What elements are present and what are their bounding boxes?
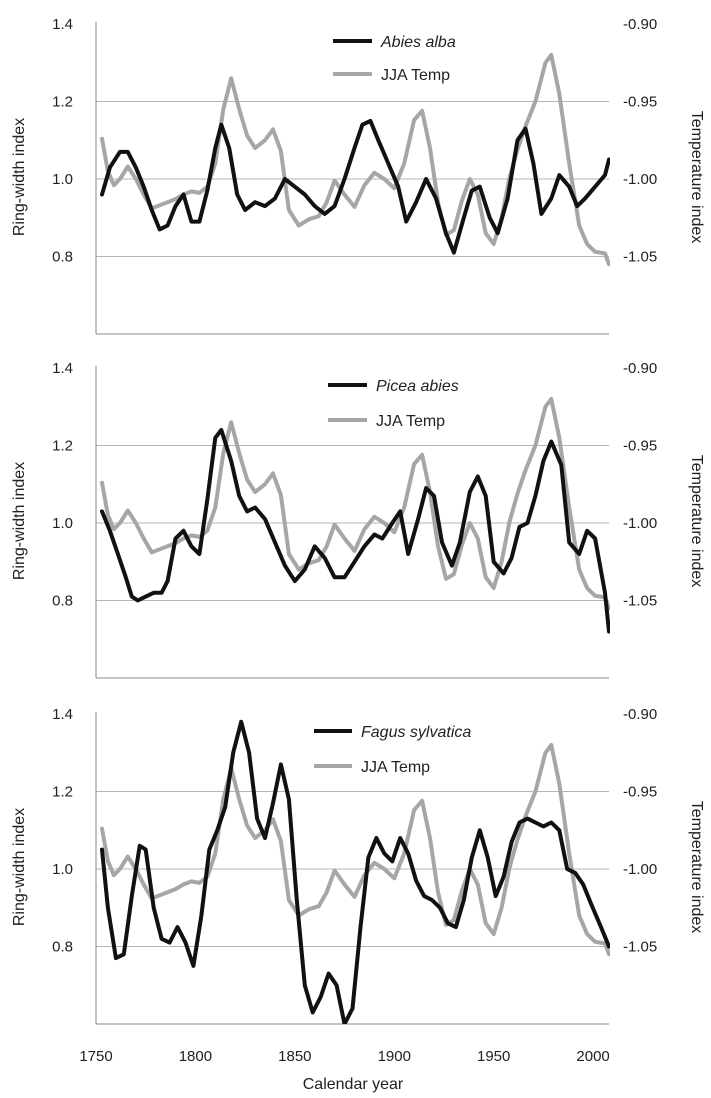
ring-width-series-line (100, 118, 610, 255)
y-right-tick-label: -0.95 (623, 438, 657, 455)
x-tick-label: 1950 (477, 1048, 510, 1065)
y-right-tick-label: -0.95 (623, 94, 657, 111)
temperature-series-line (100, 743, 610, 957)
x-axis-title: Calendar year (303, 1076, 404, 1093)
legend: Picea abies JJA Temp (328, 378, 459, 430)
chart-panel-2: 0.8 1.0 1.2 1.4 -1.05 -1.00 -0.95 -0.90 Ring-wid… (11, 360, 705, 679)
y-tick-label: 0.8 (52, 249, 73, 266)
y-right-axis-title: Temperature index (688, 455, 705, 588)
ring-width-series-line (100, 719, 610, 1024)
temperature-series-line (100, 397, 610, 611)
x-tick-label: 1750 (79, 1048, 112, 1065)
y-axis-title: Ring-width index (11, 118, 28, 236)
legend: Fagus sylvatica JJA Temp (314, 724, 471, 776)
y-tick-label: 0.8 (52, 593, 73, 610)
y-right-tick-label: -0.90 (623, 360, 657, 377)
y-right-tick-label: -1.00 (623, 861, 657, 878)
y-axis-title: Ring-width index (11, 808, 28, 926)
y-tick-label: 1.2 (52, 94, 73, 111)
y-right-axis-title: Temperature index (688, 801, 705, 934)
y-right-tick-label: -1.00 (623, 515, 657, 532)
y-right-tick-label: -1.05 (623, 939, 657, 956)
y-tick-label: 1.4 (52, 706, 73, 723)
legend-label: JJA Temp (381, 67, 450, 84)
legend-label: JJA Temp (361, 759, 430, 776)
x-tick-label: 1850 (278, 1048, 311, 1065)
y-right-tick-label: -1.00 (623, 171, 657, 188)
y-tick-label: 1.2 (52, 784, 73, 801)
chart-panels: 0.8 1.0 1.2 1.4 -1.05 -1.00 -0.95 -0.90 Ring-wid… (11, 16, 705, 1025)
y-tick-label: 1.0 (52, 861, 73, 878)
x-tick-label: 2000 (576, 1048, 609, 1065)
chart-panel-1: 0.8 1.0 1.2 1.4 -1.05 -1.00 -0.95 -0.90 Ring-wid… (11, 16, 705, 335)
y-tick-label: 1.0 (52, 171, 73, 188)
y-right-tick-label: -0.95 (623, 784, 657, 801)
y-tick-label: 1.2 (52, 438, 73, 455)
y-tick-label: 1.4 (52, 16, 73, 33)
legend-label: Fagus sylvatica (361, 724, 471, 741)
y-right-tick-label: -1.05 (623, 593, 657, 610)
x-tick-label: 1800 (179, 1048, 212, 1065)
legend-label: JJA Temp (376, 413, 445, 430)
y-axis-title: Ring-width index (11, 462, 28, 580)
x-axis-tick-labels: 1750 1800 1850 1900 1950 2000 (79, 1048, 609, 1065)
y-right-tick-label: -0.90 (623, 706, 657, 723)
ring-width-series-line (100, 428, 610, 634)
x-tick-label: 1900 (378, 1048, 411, 1065)
legend-label: Picea abies (376, 378, 459, 395)
chart-panel-3: 0.8 1.0 1.2 1.4 -1.05 -1.00 -0.95 -0.90 Ring-wid… (11, 706, 705, 1025)
y-right-tick-label: -1.05 (623, 249, 657, 266)
y-right-tick-label: -0.90 (623, 16, 657, 33)
y-tick-label: 0.8 (52, 939, 73, 956)
y-tick-label: 1.4 (52, 360, 73, 377)
y-tick-label: 1.0 (52, 515, 73, 532)
legend-label: Abies alba (380, 34, 456, 51)
y-right-axis-title: Temperature index (688, 111, 705, 244)
legend: Abies alba JJA Temp (333, 34, 456, 84)
